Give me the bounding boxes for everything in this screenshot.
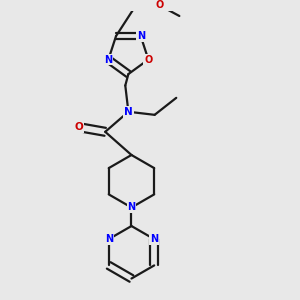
Text: O: O [75, 122, 83, 132]
Text: N: N [124, 107, 133, 117]
Text: N: N [104, 55, 112, 64]
Text: O: O [155, 0, 164, 10]
Text: N: N [128, 202, 136, 212]
Text: O: O [144, 55, 152, 64]
Text: N: N [137, 31, 145, 41]
Text: N: N [150, 234, 158, 244]
Text: N: N [105, 234, 113, 244]
